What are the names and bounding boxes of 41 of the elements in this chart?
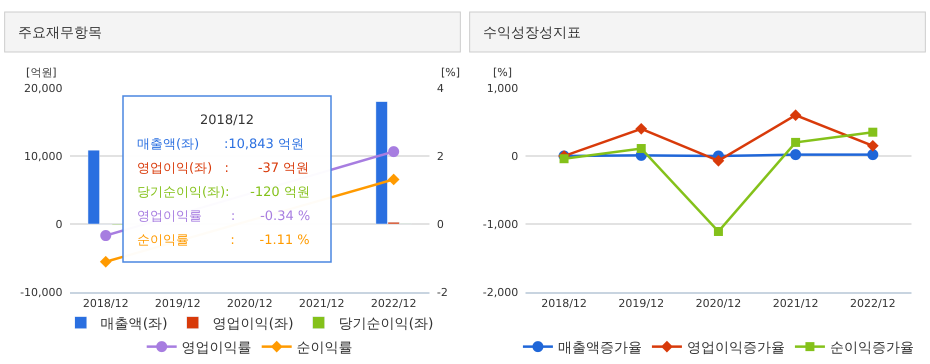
y-tick-label: 0 [511,150,518,163]
legend-label: 순이익증가율 [830,340,914,356]
x-tick-label: 2022/12 [850,297,896,310]
y-tick-label: 0 [56,218,63,231]
legend-label: 매출액증가율 [558,340,642,356]
annotation: 2018/12 [200,113,254,128]
x-tick-label: 2021/12 [298,297,345,310]
y-tick-label: -10,000 [20,286,63,299]
legend-label: 당기순이익(좌) [338,316,434,332]
legend-label: 영업이익증가율 [686,340,785,356]
legend-label: 순이익률 [296,340,353,356]
legend-label: 영업이익률 [182,340,252,356]
annotation: 영업이익률 : -0.34 % [137,209,310,224]
chart-title: 수익성장성지표 [483,25,581,41]
legend-label: 매출액(좌) [100,316,168,332]
annotation: 영업이익(좌) : -37 억원 [137,161,310,176]
annotation: 매출액(좌) :10,843 억원 [137,137,304,152]
x-tick-label: 2018/12 [82,297,129,310]
x-tick-label: 2020/12 [226,297,273,310]
y2-tick-label: 4 [436,82,444,95]
x-tick-label: 2022/12 [370,297,417,310]
chart-title: 주요재무항목 [18,25,102,41]
x-tick-label: 2019/12 [154,297,201,310]
annotation: 순이익률 : -1.11 % [137,233,310,248]
y2-tick-label: 2 [436,150,444,163]
y-tick-label: -1,000 [482,218,518,231]
x-tick-label: 2019/12 [618,297,664,310]
y2-tick-label: 0 [436,218,444,231]
y-tick-label: 20,000 [24,82,63,95]
y-tick-label: 1,000 [486,82,518,95]
annotation: 당기순이익(좌): -120 억원 [137,185,310,200]
y2-axis-title: [%] [441,66,460,79]
y2-tick-label: -2 [436,286,448,299]
y-tick-label: 10,000 [24,150,63,163]
x-tick-label: 2021/12 [772,297,818,310]
y-tick-label: -2,000 [482,286,518,299]
y-axis-title: [억원] [26,66,57,79]
x-tick-label: 2018/12 [541,297,587,310]
y-axis-title: [%] [493,66,512,79]
legend-label: 영업이익(좌) [212,316,294,332]
x-tick-label: 2020/12 [696,297,742,310]
